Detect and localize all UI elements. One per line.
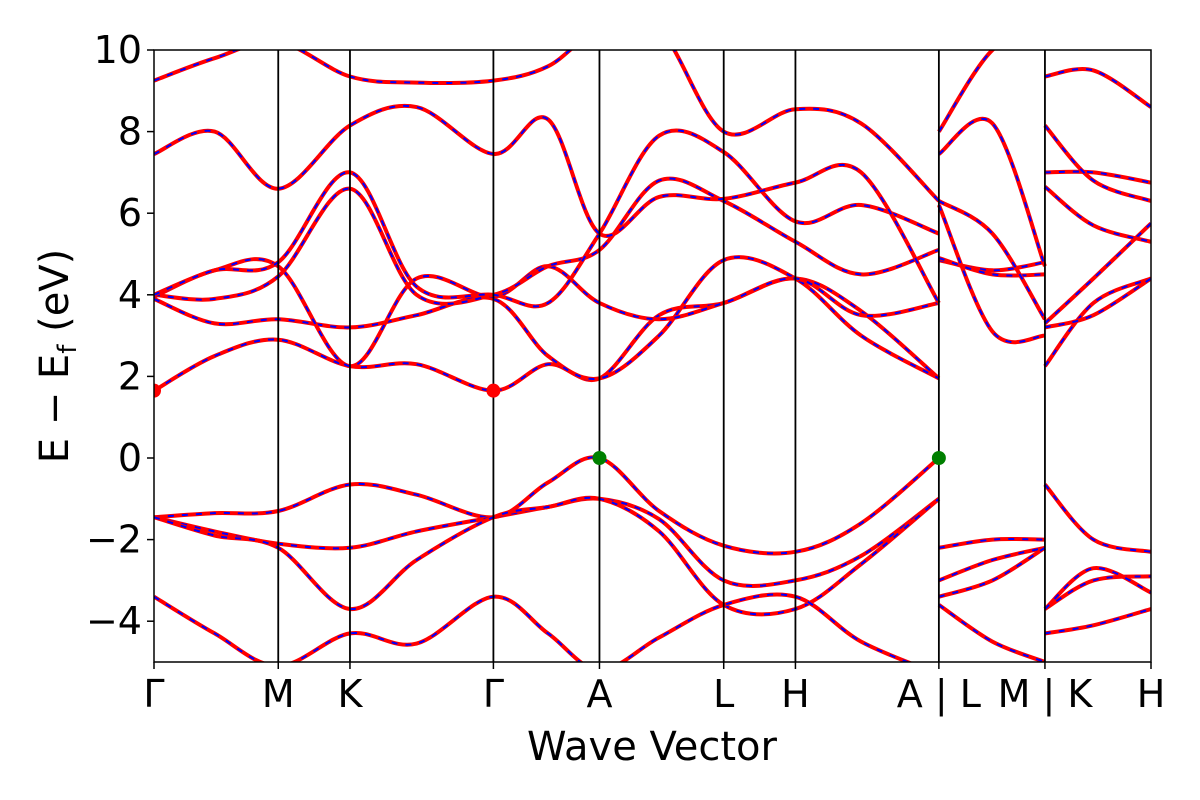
band-4-dft-line	[938, 536, 1045, 550]
band-30	[1043, 124, 1151, 203]
band-8	[1043, 483, 1151, 554]
x-tick-label-9: H	[1137, 672, 1166, 716]
band-22	[937, 204, 1046, 345]
y-tick-label-1: −2	[86, 518, 142, 562]
plot-frame	[153, 49, 1152, 663]
band-31-wannier-line	[1044, 68, 1151, 108]
band-31	[1044, 67, 1151, 109]
x-tick-label-7: A | L	[897, 672, 981, 717]
y-tick-label-2: 0	[118, 436, 142, 480]
band-17-wannier-line	[154, 104, 940, 304]
x-tick-label-3: Γ	[483, 672, 504, 716]
band-0-wannier-line	[154, 456, 940, 555]
band-29-dft-line	[1044, 169, 1151, 185]
y-axis-label: E − Ef (eV)	[32, 249, 83, 464]
x-tick-label-2: K	[338, 672, 364, 716]
vbm-marker-2	[592, 451, 607, 465]
band-5-wannier-line	[938, 546, 1046, 582]
band-11-dft-line	[1044, 607, 1151, 636]
band-28	[1043, 185, 1151, 244]
band-8-wannier-line	[1044, 483, 1151, 553]
y-tick-label-7: 10	[94, 28, 142, 72]
cbm-marker-0	[154, 383, 161, 398]
band-4	[938, 536, 1045, 550]
band-9	[1043, 574, 1151, 611]
band-28-wannier-line	[1044, 185, 1151, 243]
x-tick-label-4: A	[586, 672, 612, 716]
band-26	[1044, 276, 1151, 330]
band-7-dft-line	[937, 603, 1046, 662]
y-axis-ticks: −4 −2 0 2 4 6 8 10	[86, 28, 154, 643]
k-point-lines	[277, 50, 1046, 662]
x-tick-label-0: Γ	[143, 672, 164, 716]
x-tick-label-5: L	[713, 672, 734, 716]
extrema-markers	[154, 383, 946, 465]
y-tick-label-3: 2	[118, 354, 142, 398]
x-tick-label-6: H	[781, 672, 810, 716]
band-2-wannier-line	[154, 496, 940, 616]
band-6	[938, 546, 1046, 599]
band-12-wannier-line	[154, 277, 940, 392]
y-tick-label-6: 8	[118, 110, 142, 154]
x-tick-label-8: M | K	[998, 672, 1094, 717]
y-axis-label-subscript: f	[53, 344, 83, 354]
band-7	[937, 603, 1046, 662]
x-axis-label: Wave Vector	[527, 724, 778, 770]
band-16-wannier-line	[154, 129, 940, 308]
band-22-wannier-line	[937, 204, 1045, 344]
band-27-wannier-line	[1044, 222, 1151, 325]
band-20	[938, 256, 1045, 278]
band-10-wannier-line	[1044, 567, 1151, 610]
y-tick-label-0: −4	[86, 599, 142, 643]
band-29	[1044, 169, 1151, 185]
band-25-wannier-line	[1044, 277, 1151, 367]
band-0	[154, 455, 941, 556]
band-30-wannier-line	[1044, 124, 1151, 202]
band-2	[154, 495, 941, 617]
band-27	[1043, 221, 1151, 325]
band-21-wannier-line	[938, 200, 1046, 320]
band-21	[937, 199, 1047, 321]
y-tick-label-4: 4	[118, 273, 142, 317]
band-5	[938, 545, 1046, 583]
y-axis-label-unit: (eV)	[32, 249, 78, 345]
band-6-wannier-line	[938, 546, 1046, 598]
band-26-wannier-line	[1044, 277, 1151, 329]
x-tick-label-1: M	[262, 672, 295, 716]
band-3-wannier-line	[154, 593, 911, 662]
band-23-wannier-line	[938, 117, 1046, 267]
vbm-marker-3	[931, 451, 946, 465]
band-23	[937, 116, 1047, 267]
band-25	[1043, 276, 1151, 368]
y-tick-label-5: 6	[118, 191, 142, 235]
band-10	[1043, 566, 1151, 611]
band-11	[1044, 607, 1151, 636]
band-9-wannier-line	[1044, 575, 1151, 610]
band-20-dft-line	[938, 256, 1045, 278]
band-3	[154, 592, 913, 662]
band-18-wannier-line	[154, 50, 940, 202]
cbm-marker-1	[486, 383, 501, 398]
